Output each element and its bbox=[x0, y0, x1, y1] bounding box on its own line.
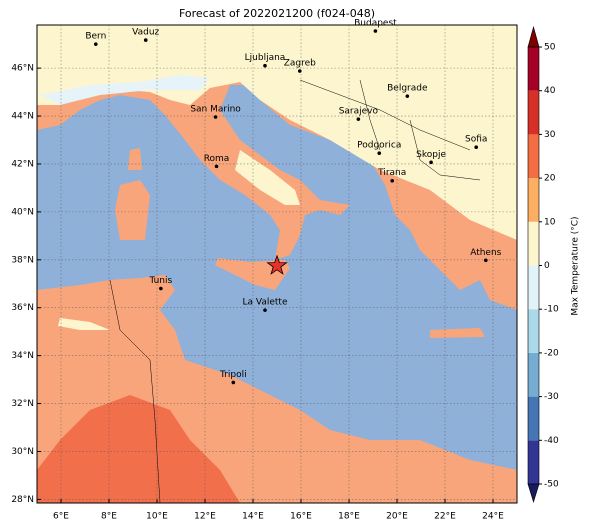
city-label: Sofia bbox=[465, 135, 487, 145]
city-dot bbox=[373, 29, 378, 33]
city-dot bbox=[356, 117, 361, 121]
x-tick-label: 12°E bbox=[194, 512, 216, 522]
y-tick-label: 34°N bbox=[11, 351, 34, 361]
city-dot bbox=[94, 42, 98, 46]
colorbar-tick-label: -50 bbox=[544, 480, 559, 490]
x-tick-label: 18°E bbox=[338, 512, 360, 522]
y-tick-label: 40°N bbox=[11, 207, 34, 217]
colorbar-tick-label: -30 bbox=[544, 392, 559, 402]
x-tick-label: 14°E bbox=[242, 512, 264, 522]
x-tick-label: 16°E bbox=[290, 512, 312, 522]
city-dot bbox=[231, 380, 236, 385]
city-dot bbox=[143, 38, 148, 42]
x-tick-label: 8°E bbox=[101, 512, 117, 522]
land-crete bbox=[430, 328, 485, 338]
city-label: La Valette bbox=[243, 298, 288, 308]
city-label: Budapest bbox=[354, 18, 397, 28]
city-dot bbox=[390, 178, 395, 183]
y-tick-label: 28°N bbox=[11, 495, 34, 505]
y-tick-label: 38°N bbox=[11, 255, 34, 265]
y-tick-label: 30°N bbox=[11, 447, 34, 457]
map-frame bbox=[36, 24, 518, 504]
colorbar-tick-label: -40 bbox=[544, 436, 559, 446]
city-dot bbox=[405, 94, 410, 98]
city-label: Athens bbox=[470, 248, 501, 258]
x-tick-label: 22°E bbox=[434, 512, 456, 522]
city-label: Vaduz bbox=[132, 28, 159, 38]
colorbar-tick-label: 40 bbox=[544, 86, 556, 96]
colorbar-tick-label: 20 bbox=[544, 174, 556, 184]
city-label: Tirana bbox=[377, 168, 406, 178]
land-hot bbox=[37, 395, 240, 503]
x-tick-label: 6°E bbox=[53, 512, 69, 522]
city-dot bbox=[474, 145, 479, 149]
colorbar-band bbox=[528, 309, 539, 353]
colorbar-band bbox=[528, 134, 539, 179]
location-marker bbox=[266, 254, 288, 275]
colorbar-tick-label: 10 bbox=[544, 217, 556, 227]
colorbar-tick-label: -20 bbox=[544, 348, 559, 358]
y-tick-label: 32°N bbox=[11, 399, 34, 409]
city-label: Skopje bbox=[416, 150, 446, 160]
x-tick-label: 10°E bbox=[146, 512, 168, 522]
land-tunisia-cool bbox=[58, 318, 110, 330]
colorbar-extend-low bbox=[527, 483, 540, 504]
y-tick-label: 42°N bbox=[11, 159, 34, 169]
land-corsica bbox=[128, 148, 142, 170]
x-tick-label: 20°E bbox=[386, 512, 408, 522]
city-label: Tripoli bbox=[219, 370, 247, 380]
y-tick-label: 44°N bbox=[11, 112, 34, 122]
colorbar-band bbox=[528, 47, 539, 91]
city-label: Ljubljana bbox=[245, 53, 286, 63]
city-label: Roma bbox=[204, 154, 230, 164]
city-dot bbox=[159, 286, 163, 291]
y-tick-label: 36°N bbox=[11, 303, 34, 313]
colorbar-tick-label: 50 bbox=[544, 43, 556, 53]
colorbar-tick-label: -10 bbox=[544, 305, 559, 315]
colorbar-band bbox=[528, 265, 539, 310]
alps-cold bbox=[40, 75, 210, 105]
city-dot bbox=[484, 258, 488, 263]
colorbar-band bbox=[528, 440, 539, 484]
colorbar-band bbox=[528, 352, 539, 397]
city-label: San Marino bbox=[190, 105, 241, 115]
land-sardinia bbox=[115, 180, 150, 240]
map-title: Forecast of 2022021200 (f024-048) bbox=[179, 7, 375, 20]
y-tick-label: 46°N bbox=[11, 64, 34, 74]
x-tick-label: 24°E bbox=[482, 512, 504, 522]
city-dot bbox=[263, 63, 267, 68]
city-dot bbox=[263, 308, 267, 312]
city-dot bbox=[377, 151, 382, 155]
colorbar-band bbox=[528, 221, 539, 266]
city-label: Bern bbox=[85, 32, 106, 42]
colorbar-tick-label: 30 bbox=[544, 130, 556, 140]
city-label: Tunis bbox=[148, 276, 172, 286]
city-dot bbox=[214, 164, 219, 169]
city-dot bbox=[213, 115, 218, 119]
city-label: Belgrade bbox=[387, 84, 428, 94]
city-label: Sarajevo bbox=[339, 107, 379, 117]
country-borders bbox=[109, 79, 481, 503]
city-dot bbox=[429, 160, 433, 165]
city-dot bbox=[298, 69, 302, 73]
colorbar-extend-high bbox=[527, 25, 540, 48]
colorbar-band bbox=[528, 396, 539, 441]
colorbar-band bbox=[528, 90, 539, 135]
colorbar-tick-label: 0 bbox=[544, 261, 550, 271]
colorbar-label: Max Temperature (°C) bbox=[571, 216, 581, 315]
colorbar-band bbox=[528, 178, 539, 222]
city-label: Podgorica bbox=[357, 141, 401, 151]
city-label: Zagreb bbox=[284, 59, 316, 69]
